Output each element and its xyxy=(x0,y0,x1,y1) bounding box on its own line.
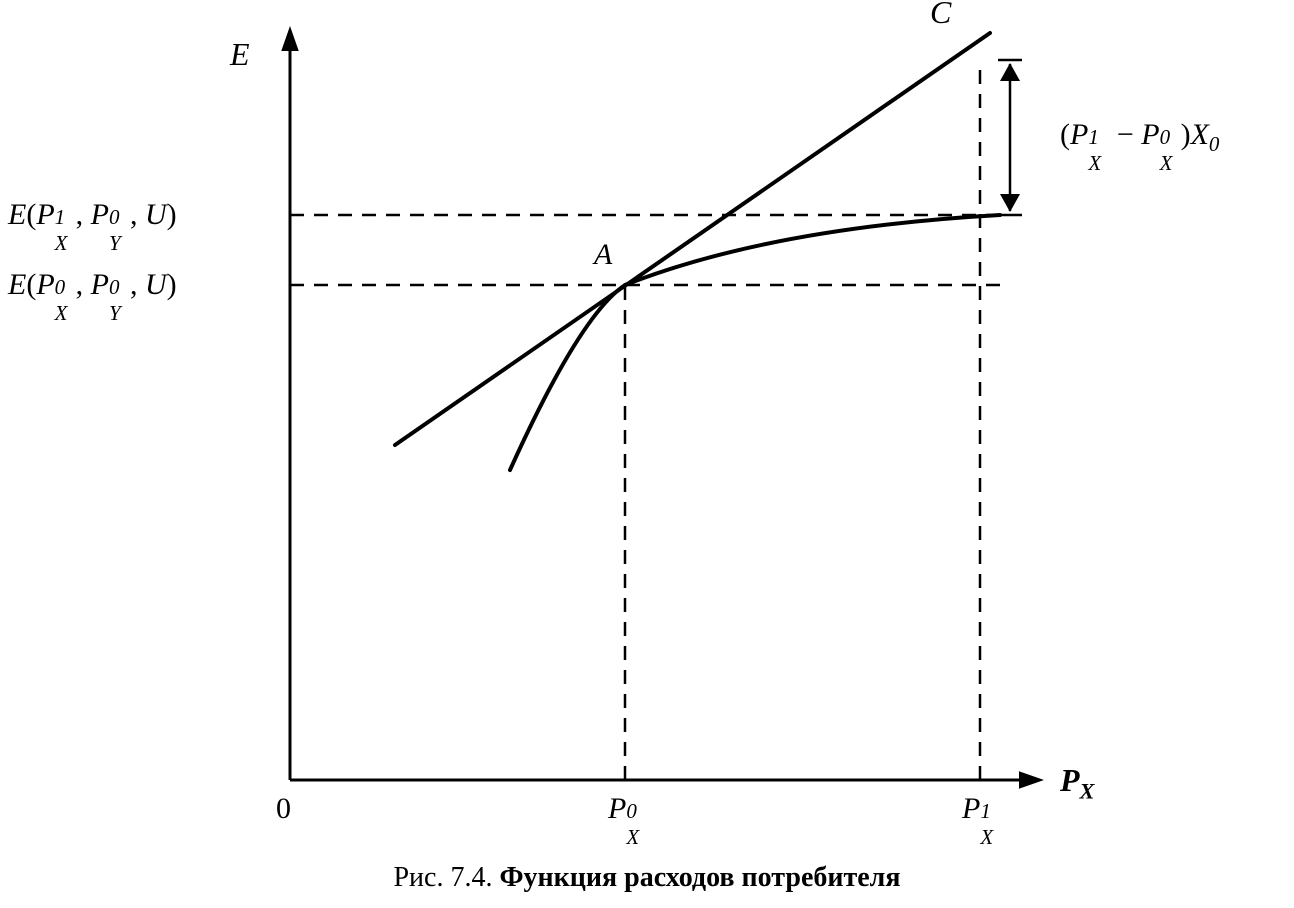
bracket-label: (P1X − P0X)X0 xyxy=(1060,118,1219,152)
caption-prefix: Рис. 7.4. xyxy=(393,862,499,893)
expenditure-function-chart: E PX 0 P0X P1X E(P1X, P0Y, U) E(P0X, P0Y… xyxy=(0,0,1294,903)
x-tick-px0: P0X xyxy=(608,792,647,826)
y-axis-label: E xyxy=(230,36,250,73)
point-c-label: C xyxy=(930,0,951,31)
y-ref-e0: E(P0X, P0Y, U) xyxy=(8,268,177,302)
x-tick-px1: P1X xyxy=(962,792,1001,826)
y-ref-e1: E(P1X, P0Y, U) xyxy=(8,198,177,232)
figure-caption: Рис. 7.4. Функция расходов потребителя xyxy=(0,862,1294,894)
point-a-label: A xyxy=(594,238,612,272)
caption-text: Функция расходов потребителя xyxy=(499,862,900,893)
x-axis-label: PX xyxy=(1060,762,1094,799)
origin-label: 0 xyxy=(276,792,291,826)
